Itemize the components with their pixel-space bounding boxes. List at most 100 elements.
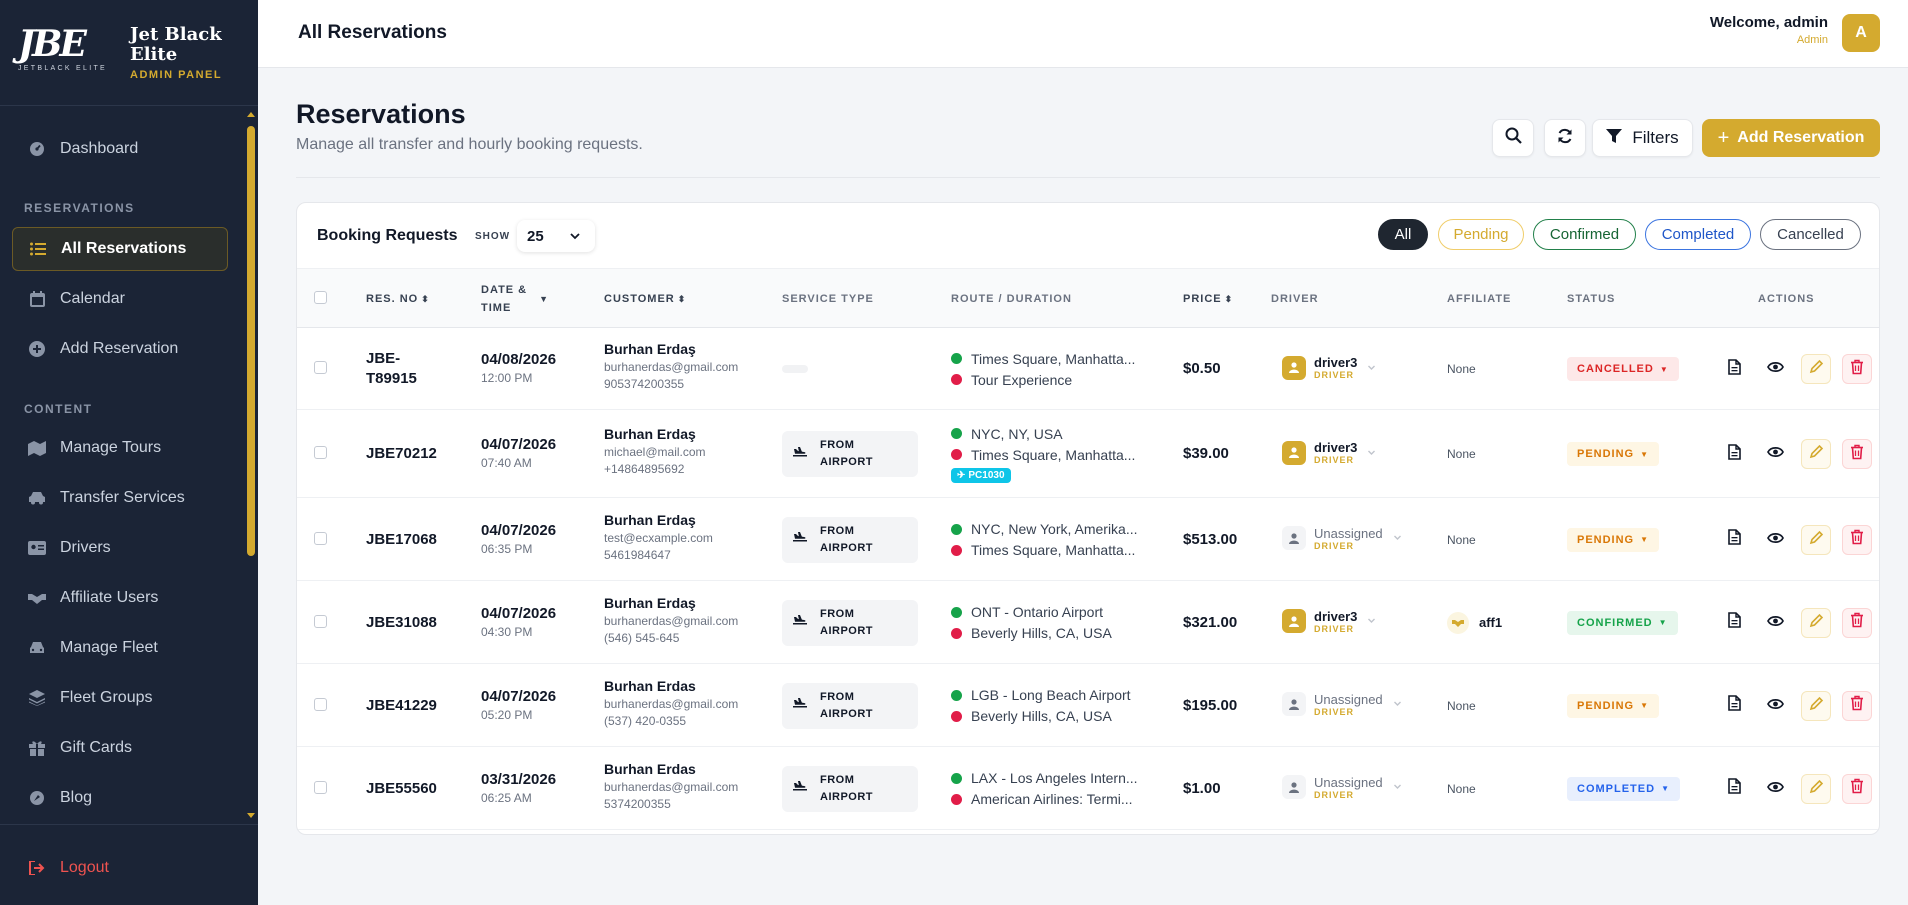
sidebar-item-blog[interactable]: Blog <box>12 776 228 820</box>
filter-pill-all[interactable]: All <box>1378 219 1428 250</box>
reservation-number[interactable]: JBE70212 <box>366 444 437 464</box>
customer-name: Burhan Erdaş <box>604 341 696 357</box>
scroll-down-arrow-icon[interactable] <box>247 813 255 818</box>
delete-button[interactable] <box>1842 524 1872 555</box>
edit-button[interactable] <box>1801 439 1831 469</box>
driver-role: DRIVER <box>1314 706 1355 717</box>
view-document-button[interactable] <box>1719 439 1749 469</box>
logout-button[interactable]: Logout <box>12 846 228 890</box>
edit-button[interactable] <box>1801 607 1831 638</box>
view-button[interactable] <box>1760 774 1790 804</box>
row-checkbox[interactable] <box>314 361 327 374</box>
brand[interactable]: JBE JETBLACK ELITE Jet Black Elite ADMIN… <box>0 0 258 106</box>
brand-panel-label: ADMIN PANEL <box>130 68 223 81</box>
edit-button[interactable] <box>1801 773 1831 804</box>
row-checkbox[interactable] <box>314 697 327 711</box>
service-type-line: FROM <box>820 439 855 451</box>
driver-select[interactable]: driver3 DRIVER <box>1282 609 1376 634</box>
view-button[interactable] <box>1760 525 1790 555</box>
avatar[interactable]: A <box>1842 14 1880 52</box>
table-row[interactable]: JBE31088 04/07/2026 04:30 PM Burhan Erdaş bu… <box>297 581 1879 664</box>
row-checkbox[interactable] <box>314 780 327 794</box>
sidebar-item-dashboard[interactable]: Dashboard <box>12 127 228 171</box>
edit-button[interactable] <box>1801 524 1831 555</box>
view-document-button[interactable] <box>1719 774 1749 804</box>
filter-pill-completed[interactable]: Completed <box>1645 219 1751 250</box>
status-badge[interactable]: COMPLETED ▼ <box>1567 776 1680 801</box>
service-type-line: AIRPORT <box>820 456 873 468</box>
sidebar-item-drivers[interactable]: Drivers <box>12 526 228 570</box>
column-price[interactable]: PRICE ⬍ <box>1183 269 1233 329</box>
filter-pill-cancelled[interactable]: Cancelled <box>1760 219 1861 250</box>
sidebar-item-transfer-services[interactable]: Transfer Services <box>12 476 228 520</box>
delete-button[interactable] <box>1842 690 1872 721</box>
driver-select[interactable]: driver3 DRIVER <box>1282 440 1376 465</box>
edit-button[interactable] <box>1801 690 1831 721</box>
table-row[interactable]: JBE55560 03/31/2026 06:25 AM Burhan Erdas bu… <box>297 747 1879 830</box>
sidebar-item-affiliate-users[interactable]: Affiliate Users <box>12 576 228 620</box>
reservation-number[interactable]: JBE41229 <box>366 696 437 716</box>
status-badge[interactable]: CANCELLED ▼ <box>1567 357 1679 381</box>
column-customer[interactable]: CUSTOMER ⬍ <box>604 269 686 329</box>
view-button[interactable] <box>1760 354 1790 384</box>
affiliate: None <box>1447 362 1476 376</box>
table-row[interactable]: JBE17068 04/07/2026 06:35 PM Burhan Erdaş te… <box>297 498 1879 581</box>
sidebar-item-all-reservations[interactable]: All Reservations <box>12 227 228 271</box>
driver-select[interactable]: Unassigned DRIVER <box>1282 692 1402 717</box>
row-checkbox[interactable] <box>314 614 327 628</box>
status-badge[interactable]: CONFIRMED ▼ <box>1567 610 1678 635</box>
view-document-button[interactable] <box>1719 525 1749 555</box>
column-label: DATE & <box>481 284 528 296</box>
status-badge[interactable]: PENDING ▼ <box>1567 693 1660 718</box>
service-type-line: FROM <box>820 607 855 620</box>
user-role: Admin <box>1796 34 1828 46</box>
view-button[interactable] <box>1760 691 1790 721</box>
sidebar-item-calendar[interactable]: Calendar <box>12 277 228 321</box>
select-all-checkbox[interactable] <box>314 291 327 304</box>
column-date-time[interactable]: DATE & TIME ▼ <box>481 269 581 329</box>
reservation-number[interactable]: JBE55560 <box>366 779 437 799</box>
view-document-button[interactable] <box>1719 691 1749 721</box>
refresh-button[interactable] <box>1544 119 1586 157</box>
sidebar-item-manage-fleet[interactable]: Manage Fleet <box>12 626 228 670</box>
delete-button[interactable] <box>1842 354 1872 384</box>
sidebar-scrollbar[interactable] <box>244 106 258 824</box>
driver-select[interactable]: Unassigned DRIVER <box>1282 775 1402 800</box>
delete-button[interactable] <box>1842 773 1872 804</box>
filter-pill-confirmed[interactable]: Confirmed <box>1533 219 1636 250</box>
table-header: RES. NO ⬍ DATE & TIME ▼ CUSTOMER ⬍ SERVICE … <box>297 268 1879 329</box>
search-button[interactable] <box>1492 119 1534 157</box>
table-row[interactable]: JBE70212 04/07/2026 07:40 AM Burhan Erdaş mi… <box>297 410 1879 498</box>
edit-button[interactable] <box>1801 354 1831 384</box>
scroll-up-arrow-icon[interactable] <box>247 112 255 117</box>
reservation-number[interactable]: JBE- T89915 <box>366 349 417 389</box>
filter-pill-pending[interactable]: Pending <box>1438 219 1524 250</box>
view-button[interactable] <box>1760 439 1790 469</box>
status-badge[interactable]: PENDING ▼ <box>1567 442 1660 466</box>
view-button[interactable] <box>1760 608 1790 638</box>
status-badge[interactable]: PENDING ▼ <box>1567 527 1660 552</box>
page-size-select[interactable]: 25 <box>517 220 595 252</box>
pickup-dot-icon <box>951 428 962 439</box>
reservation-number[interactable]: JBE31088 <box>366 613 437 633</box>
sidebar-item-manage-tours[interactable]: Manage Tours <box>12 426 228 470</box>
add-reservation-button[interactable]: + Add Reservation <box>1702 119 1880 157</box>
view-document-button[interactable] <box>1719 354 1749 384</box>
scrollbar-thumb[interactable] <box>247 126 255 556</box>
filters-button[interactable]: Filters <box>1592 119 1693 157</box>
table-row[interactable]: JBE41229 04/07/2026 05:20 PM Burhan Erdas bu… <box>297 664 1879 747</box>
driver-select[interactable]: driver3 DRIVER <box>1282 355 1376 380</box>
view-document-button[interactable] <box>1719 608 1749 638</box>
sidebar-item-gift-cards[interactable]: Gift Cards <box>12 726 228 770</box>
delete-button[interactable] <box>1842 607 1872 638</box>
row-checkbox[interactable] <box>314 531 327 545</box>
column-res-no[interactable]: RES. NO ⬍ <box>366 269 430 329</box>
table-row[interactable]: JBE- T89915 04/08/2026 12:00 PM Burhan Erdaş… <box>297 328 1879 410</box>
driver-select[interactable]: Unassigned DRIVER <box>1282 526 1402 551</box>
row-checkbox[interactable] <box>314 446 327 459</box>
chevron-down-icon <box>1367 612 1376 630</box>
delete-button[interactable] <box>1842 439 1872 469</box>
sidebar-item-add-reservation[interactable]: Add Reservation <box>12 327 228 371</box>
reservation-number[interactable]: JBE17068 <box>366 530 437 550</box>
sidebar-item-fleet-groups[interactable]: Fleet Groups <box>12 676 228 720</box>
